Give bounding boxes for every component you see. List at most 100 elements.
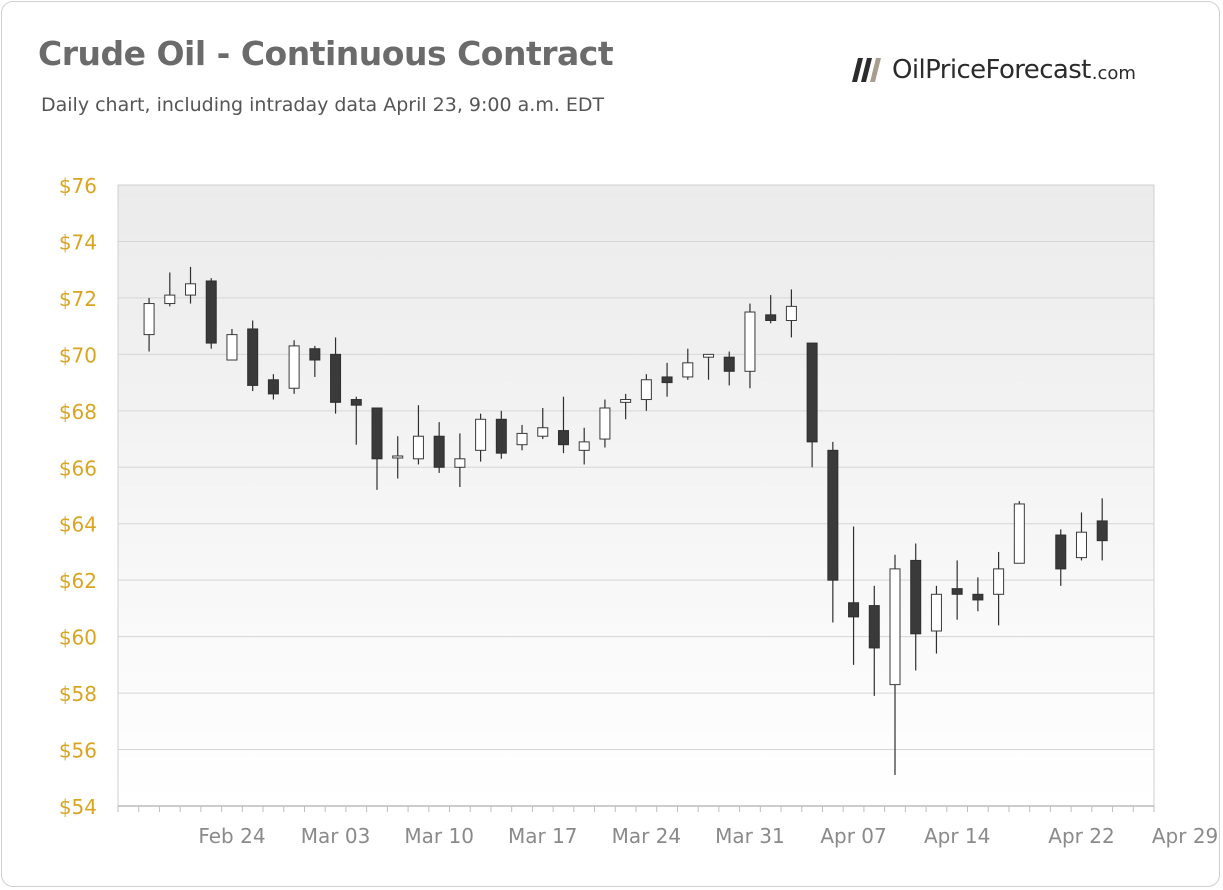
candle <box>1013 501 1025 564</box>
candle <box>475 413 487 462</box>
candle-body <box>143 303 155 336</box>
candle-body <box>972 593 984 601</box>
plot-area <box>118 185 1154 806</box>
candle <box>433 422 445 473</box>
y-tick-label: $56 <box>59 739 97 763</box>
y-tick-label: $58 <box>59 682 97 706</box>
candle-body <box>516 432 528 446</box>
candle-body <box>454 458 466 468</box>
candle-body <box>827 449 839 581</box>
candle-body <box>557 430 569 446</box>
x-tick-label: Mar 03 <box>301 824 371 848</box>
candle-body <box>288 345 300 389</box>
candle-body <box>951 588 963 595</box>
candle <box>661 362 673 397</box>
candle <box>848 526 860 665</box>
candle <box>205 278 217 349</box>
chart-subtitle: Daily chart, including intraday data Apr… <box>41 94 605 116</box>
candle-body <box>806 342 818 443</box>
x-axis-ticks: Feb 24 Mar 03 Mar 10 Mar 17 Mar 24 Mar 31 Apr … <box>117 806 1218 848</box>
y-tick-label: $72 <box>59 287 97 311</box>
y-tick-label: $62 <box>59 569 97 593</box>
candle-body <box>164 294 176 305</box>
candle <box>640 374 652 411</box>
candle-body <box>620 399 632 403</box>
candle <box>951 560 963 620</box>
candle-body <box>744 311 756 372</box>
candle <box>392 436 404 479</box>
candle-body <box>330 353 342 403</box>
x-tick-label: Mar 31 <box>715 824 785 848</box>
x-tick-label: Apr 22 <box>1048 824 1114 848</box>
logo-tld: .com <box>1091 62 1136 84</box>
x-tick-label: Apr 29 <box>1152 824 1218 848</box>
candle-body <box>889 568 901 686</box>
candle-body <box>640 379 652 401</box>
x-tick-label: Feb 24 <box>198 824 265 848</box>
candle-body <box>185 283 197 296</box>
candle-body <box>1055 534 1067 570</box>
candle-body <box>433 435 445 468</box>
y-tick-label: $74 <box>59 230 97 254</box>
y-tick-label: $60 <box>59 626 97 650</box>
candle-body <box>868 605 880 649</box>
y-tick-label: $66 <box>59 456 97 480</box>
candle <box>599 399 611 448</box>
candle <box>309 345 321 377</box>
candle-body <box>993 568 1005 595</box>
candle <box>1075 512 1087 561</box>
candle-body <box>910 559 922 635</box>
candle <box>1055 529 1067 586</box>
candle-body <box>661 376 673 384</box>
candle <box>371 407 383 490</box>
candle <box>185 266 197 304</box>
candle <box>620 393 632 420</box>
candle <box>806 342 818 468</box>
candle-body <box>1075 531 1087 559</box>
candle <box>785 289 797 338</box>
y-axis-tick-labels: $76 $74 $72 $70 $68 $66 $64 $62 $60 $58 $56 $54 <box>59 174 97 819</box>
candle-body <box>785 305 797 321</box>
candle <box>557 396 569 454</box>
candles <box>143 266 1108 775</box>
x-tick-label: Apr 07 <box>820 824 886 848</box>
candle <box>350 396 362 445</box>
candle-body <box>599 407 611 440</box>
candle-body <box>392 455 404 459</box>
candle-body <box>1096 520 1108 542</box>
candle <box>703 353 715 380</box>
candle-body <box>475 418 487 451</box>
candle-body <box>247 328 259 386</box>
x-tick-label: Mar 10 <box>404 824 474 848</box>
candle <box>516 424 528 451</box>
y-tick-label: $70 <box>59 343 97 367</box>
candle <box>537 407 549 440</box>
candle <box>827 441 839 623</box>
x-tick-label: Mar 17 <box>508 824 578 848</box>
candle <box>454 433 466 488</box>
candle <box>682 348 694 380</box>
candle-body <box>205 280 217 344</box>
candle-body <box>309 348 321 361</box>
candle <box>889 554 901 775</box>
candle-body <box>848 602 860 618</box>
candle <box>226 328 238 361</box>
candle <box>930 585 942 654</box>
candle-body <box>765 314 777 321</box>
candle <box>993 551 1005 626</box>
candle-body <box>723 356 735 372</box>
candle-body <box>930 593 942 632</box>
candle-body <box>578 441 590 451</box>
candle <box>1096 498 1108 561</box>
brand-logo: OilPriceForecast .com <box>852 50 1136 90</box>
y-tick-label: $76 <box>59 174 97 198</box>
candle-body <box>412 435 424 460</box>
candle-body <box>1013 503 1025 564</box>
candle <box>164 272 176 307</box>
candle <box>247 320 259 392</box>
candle-body <box>226 334 238 361</box>
candle <box>578 427 590 465</box>
candle <box>868 585 880 696</box>
chart-title: Crude Oil - Continuous Contract <box>38 34 614 73</box>
